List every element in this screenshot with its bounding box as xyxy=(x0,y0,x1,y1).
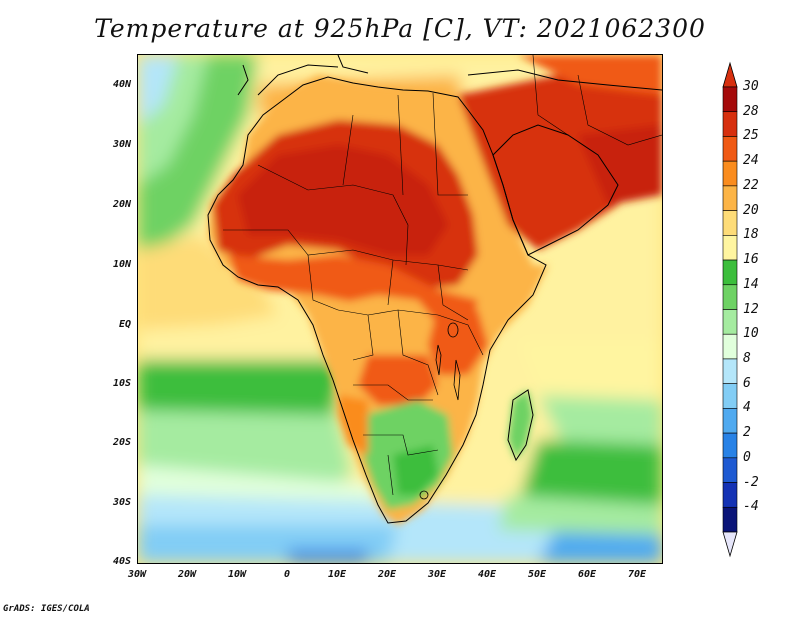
lon-label: 20W xyxy=(177,569,197,580)
lon-label: 0 xyxy=(283,569,291,580)
colorbar-label: 2 xyxy=(743,425,751,441)
credit-text: GrADS: IGES/COLA xyxy=(3,604,90,614)
colorbar-swatch xyxy=(722,432,738,459)
colorbar-swatch xyxy=(722,210,738,236)
lon-label: 30W xyxy=(127,569,147,580)
colorbar-label: 28 xyxy=(743,103,759,119)
colorbar-swatch xyxy=(722,333,738,360)
colorbar-label: 20 xyxy=(743,202,759,218)
temperature-map xyxy=(137,54,663,564)
country-borders xyxy=(223,55,662,496)
colorbar-label: 18 xyxy=(743,227,759,243)
lon-label: 40E xyxy=(477,569,497,580)
colorbar-label: 14 xyxy=(743,276,759,292)
colorbar-label: 8 xyxy=(743,350,751,366)
chart-title: Temperature at 925hPa [C], VT: 202106230… xyxy=(94,14,706,43)
lat-label: 10N xyxy=(112,259,131,270)
lon-label: 20E xyxy=(377,569,397,580)
colorbar-swatch xyxy=(722,259,738,286)
lat-label: 10S xyxy=(112,378,131,389)
lon-label: 10W xyxy=(227,569,247,580)
colorbar-label: 22 xyxy=(743,177,759,193)
colorbar-swatch xyxy=(722,457,738,483)
lat-label: EQ xyxy=(118,319,131,330)
colorbar-label: 25 xyxy=(743,128,759,144)
colorbar-swatch xyxy=(722,111,738,137)
lon-label: 50E xyxy=(527,569,547,580)
lon-label: 70E xyxy=(627,569,647,580)
colorbar-label: 4 xyxy=(743,400,751,416)
colorbar-swatch xyxy=(722,136,738,162)
colorbar-swatch xyxy=(722,358,738,384)
lon-label: 60E xyxy=(577,569,597,580)
lakes xyxy=(419,322,461,500)
colorbar-label: 6 xyxy=(743,375,751,391)
land-field xyxy=(208,55,662,525)
colorbar-label: 24 xyxy=(743,153,759,169)
lat-label: 40N xyxy=(112,79,131,90)
lon-label: 30E xyxy=(427,569,447,580)
coastlines xyxy=(207,55,662,524)
colorbar-swatch xyxy=(722,160,738,187)
colorbar-bottom-arrow xyxy=(722,531,738,558)
map-svg xyxy=(138,55,662,563)
colorbar-label: 16 xyxy=(743,252,759,268)
colorbar-label: -4 xyxy=(743,499,759,515)
colorbar-swatch xyxy=(722,482,738,508)
colorbar-swatch xyxy=(722,506,738,533)
colorbar-label: 30 xyxy=(743,79,759,94)
colorbar-swatch xyxy=(722,235,738,261)
lat-label: 40S xyxy=(112,556,131,567)
lat-label: 30N xyxy=(112,139,131,150)
colorbar-swatch xyxy=(722,383,738,409)
colorbar-top-arrow xyxy=(722,61,738,88)
lat-label: 20N xyxy=(112,199,131,210)
colorbar-swatch xyxy=(722,309,738,335)
lat-label: 20S xyxy=(112,437,131,448)
colorbar-swatch xyxy=(722,185,738,211)
colorbar-label: 0 xyxy=(743,449,751,465)
colorbar-swatch xyxy=(722,86,738,113)
colorbar-label: -2 xyxy=(743,474,759,490)
colorbar-label: 12 xyxy=(743,301,759,317)
colorbar-swatch xyxy=(722,284,738,310)
lon-label: 10E xyxy=(327,569,347,580)
colorbar-label: 10 xyxy=(743,326,759,342)
lat-label: 30S xyxy=(112,497,131,508)
colorbar-swatch xyxy=(722,408,738,434)
